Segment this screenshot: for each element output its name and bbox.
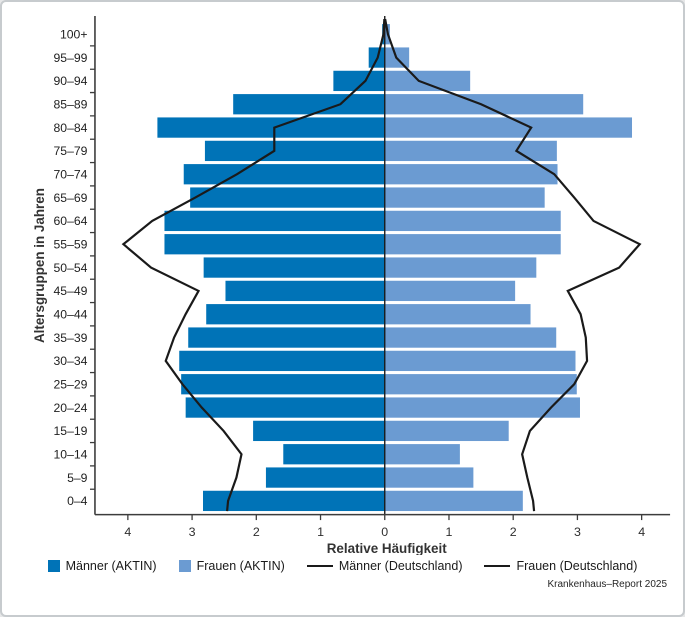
- age-group-label: 45–49: [54, 284, 88, 298]
- bar-frauen-aktin: [384, 304, 531, 325]
- frauen-aktin-swatch-icon: [178, 560, 191, 572]
- legend-item-maenner-deutschland: Männer (Deutschland): [306, 559, 463, 573]
- bar-frauen-aktin: [384, 374, 577, 395]
- age-group-label: 0–4: [67, 494, 88, 508]
- bar-frauen-aktin: [384, 187, 545, 208]
- bar-maenner-aktin: [181, 374, 385, 395]
- bar-frauen-aktin: [384, 420, 509, 442]
- age-group-label: 50–54: [54, 261, 88, 275]
- frauen-deutschland-line-icon: [484, 565, 511, 567]
- bar-frauen-aktin: [384, 257, 537, 278]
- y-axis-title: Altersgruppen in Jahren: [32, 188, 47, 343]
- bar-frauen-aktin: [384, 234, 561, 255]
- bar-maenner-aktin: [225, 280, 385, 302]
- bar-maenner-aktin: [333, 70, 385, 92]
- bar-maenner-aktin: [283, 444, 385, 465]
- bar-maenner-aktin: [206, 304, 385, 325]
- bar-frauen-aktin: [384, 70, 471, 92]
- bar-maenner-aktin: [203, 257, 385, 278]
- bar-maenner-aktin: [253, 420, 385, 442]
- x-tick-label: 4: [638, 525, 645, 539]
- bar-maenner-aktin: [179, 350, 385, 372]
- age-group-label: 55–59: [54, 238, 88, 252]
- line-frauen-deutschland: [384, 18, 642, 512]
- line-maenner-deutschland: [121, 18, 386, 512]
- age-group-label: 100+: [60, 28, 88, 42]
- x-tick-label: 1: [317, 525, 324, 539]
- x-axis-title: Relative Häufigkeit: [327, 541, 447, 555]
- legend-item-maenner-aktin: Männer (AKTIN): [47, 559, 157, 573]
- legend-label: Frauen (AKTIN): [196, 559, 285, 573]
- age-group-label: 90–94: [54, 74, 88, 88]
- bar-maenner-aktin: [164, 210, 385, 232]
- age-group-label: 60–64: [54, 214, 88, 228]
- maenner-deutschland-line-icon: [306, 565, 333, 567]
- bar-frauen-aktin: [384, 467, 474, 488]
- bar-frauen-aktin: [384, 327, 557, 348]
- bar-frauen-aktin: [384, 280, 516, 302]
- chart-legend: Männer (AKTIN) Frauen (AKTIN) Männer (De…: [2, 559, 683, 573]
- legend-item-frauen-aktin: Frauen (AKTIN): [178, 559, 285, 573]
- x-tick-label: 3: [574, 525, 581, 539]
- bar-maenner-aktin: [203, 490, 385, 512]
- x-tick-label: 4: [124, 525, 131, 539]
- bar-frauen-aktin: [384, 140, 557, 162]
- x-tick-label: 3: [189, 525, 196, 539]
- age-group-label: 70–74: [54, 168, 88, 182]
- age-group-label: 75–79: [54, 144, 88, 158]
- legend-label: Männer (AKTIN): [65, 559, 157, 573]
- bar-maenner-aktin: [265, 467, 385, 488]
- bar-maenner-aktin: [233, 94, 385, 115]
- age-group-label: 10–14: [54, 448, 88, 462]
- bar-frauen-aktin: [384, 397, 580, 418]
- legend-label: Männer (Deutschland): [338, 559, 463, 573]
- bar-frauen-aktin: [384, 94, 584, 115]
- bar-frauen-aktin: [384, 490, 523, 512]
- age-group-label: 20–24: [54, 401, 88, 415]
- bar-maenner-aktin: [164, 234, 385, 255]
- x-tick-label: 0: [381, 525, 388, 539]
- age-group-label: 15–19: [54, 424, 88, 438]
- bar-maenner-aktin: [183, 164, 385, 185]
- age-group-label: 85–89: [54, 98, 88, 112]
- x-tick-label: 1: [446, 525, 453, 539]
- population-pyramid-chart: 100+ 95–99 90–94 85–89 80–84 75–79 70–74 65–69 6…: [32, 16, 671, 555]
- bar-frauen-aktin: [384, 210, 561, 232]
- bar-maenner-aktin: [204, 140, 385, 162]
- bar-frauen-aktin: [384, 117, 633, 138]
- bar-maenner-aktin: [185, 397, 385, 418]
- bar-frauen-aktin: [384, 444, 460, 465]
- age-group-label: 40–44: [54, 308, 88, 322]
- source-caption: Krankenhaus–Report 2025: [547, 579, 667, 590]
- bar-maenner-aktin: [190, 187, 385, 208]
- age-group-label: 35–39: [54, 331, 88, 345]
- age-group-label: 5–9: [67, 471, 88, 485]
- age-group-label: 65–69: [54, 191, 88, 205]
- x-tick-label: 2: [253, 525, 260, 539]
- legend-label: Frauen (Deutschland): [516, 559, 638, 573]
- bar-frauen-aktin: [384, 350, 576, 372]
- age-group-label: 25–29: [54, 378, 88, 392]
- bar-maenner-aktin: [157, 117, 385, 138]
- age-group-label: 30–34: [54, 354, 88, 368]
- legend-item-frauen-deutschland: Frauen (Deutschland): [484, 559, 637, 573]
- age-group-label: 95–99: [54, 51, 88, 65]
- age-group-label: 80–84: [54, 121, 88, 135]
- bar-frauen-aktin: [384, 164, 558, 185]
- bar-maenner-aktin: [188, 327, 385, 348]
- maenner-aktin-swatch-icon: [47, 560, 60, 572]
- x-tick-label: 2: [510, 525, 517, 539]
